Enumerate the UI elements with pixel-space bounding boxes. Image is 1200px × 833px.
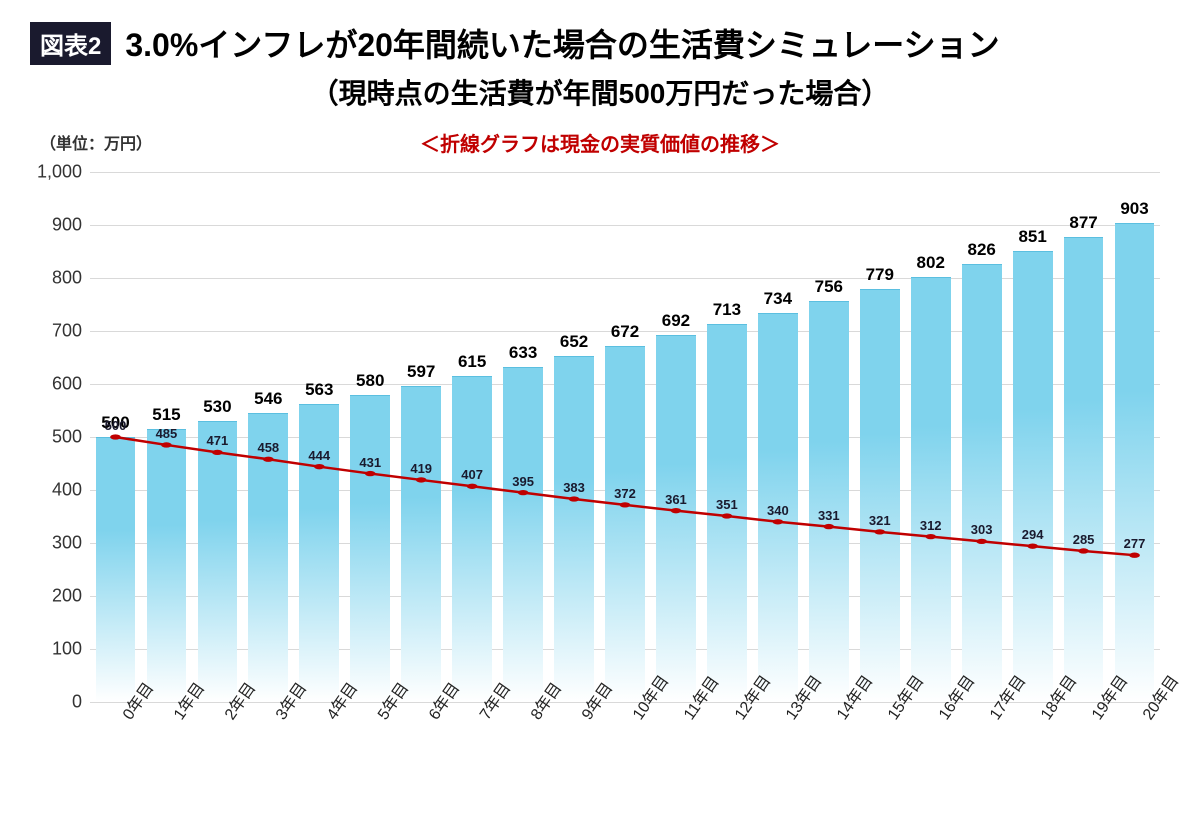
bar-value-label: 826 xyxy=(967,240,995,260)
line-series-note: ＜折線グラフは現金の実質価値の推移＞ xyxy=(420,128,780,157)
bar-slot: 802 xyxy=(905,172,956,702)
bar-value-label: 672 xyxy=(611,322,639,342)
chart-title: 3.0%インフレが20年間続いた場合の生活費シミュレーション xyxy=(125,20,999,66)
y-tick-label: 600 xyxy=(52,374,82,395)
bar-slot: 692 xyxy=(650,172,701,702)
bar-value-label: 615 xyxy=(458,352,486,372)
y-tick-label: 400 xyxy=(52,480,82,501)
y-tick-label: 100 xyxy=(52,639,82,660)
line-value-label: 383 xyxy=(563,480,585,495)
bar-slot: 903 xyxy=(1109,172,1160,702)
bar xyxy=(350,395,390,702)
bar-value-label: 633 xyxy=(509,343,537,363)
y-tick-label: 0 xyxy=(72,692,82,713)
bar xyxy=(1064,237,1104,702)
bar xyxy=(198,421,238,702)
bar-slot: 672 xyxy=(600,172,651,702)
bar xyxy=(1115,223,1155,702)
bar-slot: 563 xyxy=(294,172,345,702)
bar xyxy=(656,335,696,702)
unit-label: （単位：万円） xyxy=(40,130,152,154)
bar xyxy=(401,386,441,702)
bar-value-label: 713 xyxy=(713,300,741,320)
bar xyxy=(962,264,1002,702)
bar-slot: 580 xyxy=(345,172,396,702)
chart-area: 0 100 200 300 400 500 600 700 800 900 1,000 500 515 5… xyxy=(30,162,1170,782)
bar xyxy=(1013,251,1053,702)
bar-value-label: 563 xyxy=(305,380,333,400)
bar-slot: 713 xyxy=(701,172,752,702)
bar-slot: 877 xyxy=(1058,172,1109,702)
bar-value-label: 580 xyxy=(356,371,384,391)
line-value-label: 444 xyxy=(308,448,330,463)
line-value-label: 285 xyxy=(1073,532,1095,547)
line-value-label: 407 xyxy=(461,467,483,482)
bar xyxy=(248,413,288,702)
line-value-label: 485 xyxy=(156,426,178,441)
line-value-label: 361 xyxy=(665,492,687,507)
y-tick-label: 700 xyxy=(52,321,82,342)
bar-slot: 826 xyxy=(956,172,1007,702)
bar-value-label: 546 xyxy=(254,389,282,409)
y-tick-label: 800 xyxy=(52,268,82,289)
bar-value-label: 802 xyxy=(917,253,945,273)
line-value-label: 372 xyxy=(614,486,636,501)
bar-value-label: 903 xyxy=(1120,199,1148,219)
line-value-label: 419 xyxy=(410,461,432,476)
chart-subtitle: （現時点の生活費が年間500万円だった場合） xyxy=(30,72,1170,112)
y-tick-label: 300 xyxy=(52,533,82,554)
y-tick-label: 200 xyxy=(52,586,82,607)
bar-value-label: 692 xyxy=(662,311,690,331)
bar-value-label: 779 xyxy=(866,265,894,285)
figure-badge: 図表2 xyxy=(30,22,111,65)
bar-value-label: 652 xyxy=(560,332,588,352)
bar-value-label: 515 xyxy=(152,405,180,425)
bar-slot: 500 xyxy=(90,172,141,702)
line-value-label: 351 xyxy=(716,497,738,512)
line-value-label: 331 xyxy=(818,508,840,523)
bar-slot: 597 xyxy=(396,172,447,702)
bar-slot: 734 xyxy=(752,172,803,702)
line-value-label: 321 xyxy=(869,513,891,528)
bar-value-label: 756 xyxy=(815,277,843,297)
line-value-label: 395 xyxy=(512,474,534,489)
bar-slot: 779 xyxy=(854,172,905,702)
bar-slot: 546 xyxy=(243,172,294,702)
bar xyxy=(911,277,951,702)
bar-value-label: 734 xyxy=(764,289,792,309)
line-value-label: 303 xyxy=(971,522,993,537)
bar xyxy=(707,324,747,702)
y-tick-label: 1,000 xyxy=(37,162,82,183)
line-value-label: 340 xyxy=(767,503,789,518)
bar xyxy=(809,301,849,702)
bar-value-label: 530 xyxy=(203,397,231,417)
bar-value-label: 877 xyxy=(1069,213,1097,233)
bar-slot: 615 xyxy=(447,172,498,702)
bar xyxy=(860,289,900,702)
bar-slot: 756 xyxy=(803,172,854,702)
bar-value-label: 851 xyxy=(1018,227,1046,247)
bar xyxy=(605,346,645,702)
bar xyxy=(96,437,136,702)
bar xyxy=(554,356,594,702)
bar xyxy=(503,367,543,702)
bar-slot: 633 xyxy=(498,172,549,702)
line-value-label: 500 xyxy=(105,418,127,433)
bar xyxy=(147,429,187,702)
bar-value-label: 597 xyxy=(407,362,435,382)
bar-slot: 652 xyxy=(549,172,600,702)
line-value-label: 294 xyxy=(1022,527,1044,542)
bar xyxy=(452,376,492,702)
bar-slot: 851 xyxy=(1007,172,1058,702)
line-value-label: 431 xyxy=(359,455,381,470)
line-value-label: 312 xyxy=(920,518,942,533)
line-value-label: 471 xyxy=(207,433,229,448)
y-tick-label: 900 xyxy=(52,215,82,236)
y-tick-label: 500 xyxy=(52,427,82,448)
line-value-label: 277 xyxy=(1124,536,1146,551)
line-value-label: 458 xyxy=(257,440,279,455)
